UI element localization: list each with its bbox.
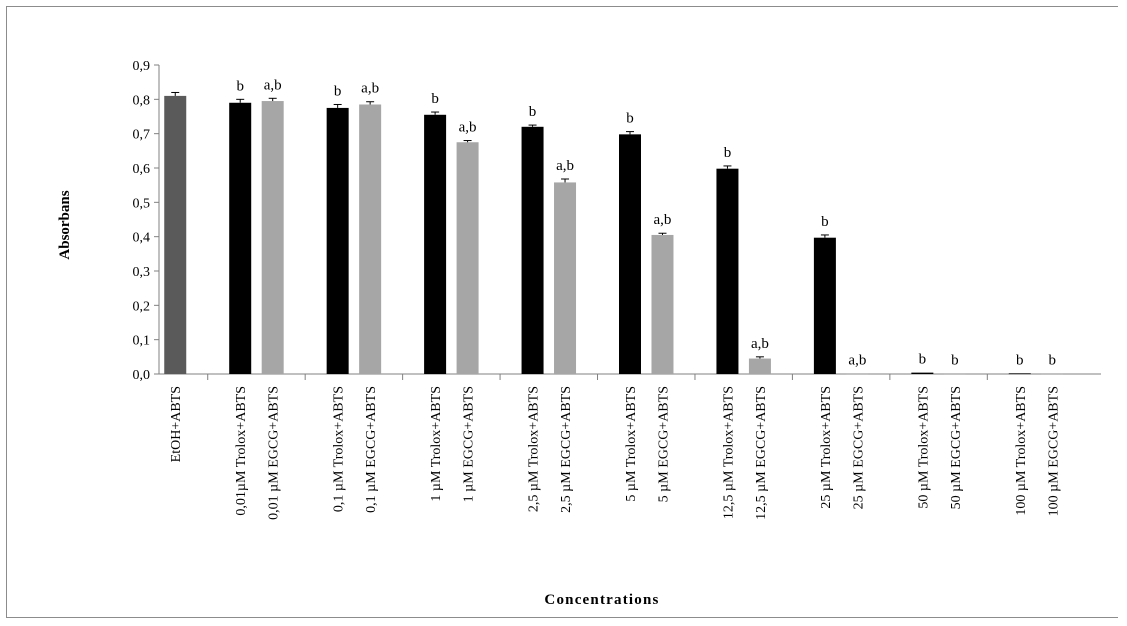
bar [748,358,771,374]
bar [521,126,544,374]
bar-annotation: b [236,78,244,94]
bar-annotation: a,b [459,120,477,136]
y-tick-label: 0,9 [133,59,151,74]
bar [846,373,869,375]
y-tick-label: 0,7 [133,128,151,143]
y-tick-label: 0,3 [133,265,151,280]
bar [554,182,577,374]
y-tick-label: 0,0 [133,368,151,383]
x-tick-label: 1 µM EGCG+ABTS [462,386,477,502]
bar [456,142,479,374]
bar-annotation: a,b [264,77,282,93]
x-tick-label: 2,5 µM Trolox+ABTS [527,386,542,512]
bar [164,95,187,375]
x-axis-label: Concentrations [544,592,659,608]
bar-annotation: a,b [654,212,672,228]
bar-annotation: a,b [848,352,866,368]
y-tick-label: 0,6 [133,162,151,177]
x-tick-label: 50 µM EGCG+ABTS [949,386,964,509]
bar [1008,373,1031,375]
x-tick-label: 12,5 µM Trolox+ABTS [721,386,736,519]
bar [1041,373,1064,375]
x-tick-label: 50 µM Trolox+ABTS [916,386,931,509]
bar [943,373,966,375]
y-axis-label: Absorbans [57,190,73,259]
bar-annotation: b [821,214,829,230]
labels-layer: EtOH+ABTS b 0,01µM Trolox+ABTS a,b 0,01 µM E… [169,77,1061,520]
x-tick-label: 12,5 µM EGCG+ABTS [754,386,769,520]
x-tick-label: 1 µM Trolox+ABTS [429,386,444,502]
x-tick-label: 0,1 µM Trolox+ABTS [332,386,347,512]
x-tick-label: 100 µM Trolox+ABTS [1014,386,1029,516]
bar-annotation: b [626,111,634,127]
x-tick-label: 25 µM EGCG+ABTS [851,386,866,509]
bar-annotation: b [334,83,342,99]
x-tick-label: 0,01µM Trolox+ABTS [234,386,249,516]
bar-annotation: b [1016,352,1024,368]
x-tick-label: 2,5 µM EGCG+ABTS [559,386,574,513]
y-tick-label: 0,4 [133,231,151,246]
bar [813,237,836,374]
bar-annotation: b [431,91,439,107]
bar-annotation: a,b [361,81,379,97]
bar [619,134,641,374]
x-tick-label: 0,1 µM EGCG+ABTS [364,386,379,513]
bar [651,234,674,374]
bar-annotation: b [951,352,959,368]
x-tick-label: 25 µM Trolox+ABTS [819,386,834,509]
x-tick-label: 5 µM Trolox+ABTS [624,386,639,502]
bar [229,102,252,375]
x-tick-label: EtOH+ABTS [169,386,184,462]
bar [326,107,349,375]
bars-layer [164,91,1064,375]
bar-annotation: a,b [751,336,769,352]
bar-annotation: b [1049,352,1057,368]
bar-annotation: b [529,104,537,120]
bar [716,168,739,374]
bar-annotation: b [724,145,732,161]
y-tick-label: 0,2 [133,299,151,314]
bar-chart: 0,0 0,1 0,2 0,3 0,4 0,5 0,6 0,7 0,8 0,9 EtOH+ABTS… [57,59,1101,608]
x-tick-label: 5 µM EGCG+ABTS [656,386,671,502]
bar [911,372,934,374]
bar [424,114,447,375]
y-tick-label: 0,5 [133,196,151,211]
axes: 0,0 0,1 0,2 0,3 0,4 0,5 0,6 0,7 0,8 0,9 [133,59,1101,383]
bar [261,101,284,375]
x-tick-label: 100 µM EGCG+ABTS [1046,386,1061,516]
x-tick-label: 0,01 µM EGCG+ABTS [267,386,282,520]
bar [359,104,382,374]
y-tick-label: 0,8 [133,93,151,108]
y-tick-label: 0,1 [133,334,151,349]
bar-annotation: a,b [556,158,574,174]
chart-frame: 0,0 0,1 0,2 0,3 0,4 0,5 0,6 0,7 0,8 0,9 EtOH+ABTS… [6,6,1118,618]
bar-annotation: b [919,352,927,368]
